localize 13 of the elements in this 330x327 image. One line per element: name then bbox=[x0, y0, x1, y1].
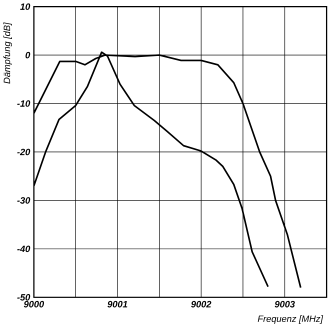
x-tick-label: 9000 bbox=[24, 300, 44, 308]
x-tick-label: 9002 bbox=[191, 300, 212, 308]
x-tick-label: 9001 bbox=[107, 300, 128, 308]
y-tick-label: 0 bbox=[26, 52, 30, 58]
y-tick-label: -10 bbox=[17, 100, 30, 107]
y-axis-title: Dämpfung [dB] bbox=[3, 22, 12, 84]
y-tick-label: -40 bbox=[17, 246, 30, 252]
x-axis-title: Frequenz [MHz] bbox=[258, 315, 324, 324]
x-tick-label: 9003 bbox=[274, 300, 295, 308]
y-tick-label: -30 bbox=[17, 197, 30, 204]
y-tick-label: -50 bbox=[17, 294, 30, 300]
y-tick-label: 10 bbox=[20, 3, 30, 10]
y-tick-label: -20 bbox=[17, 148, 30, 156]
